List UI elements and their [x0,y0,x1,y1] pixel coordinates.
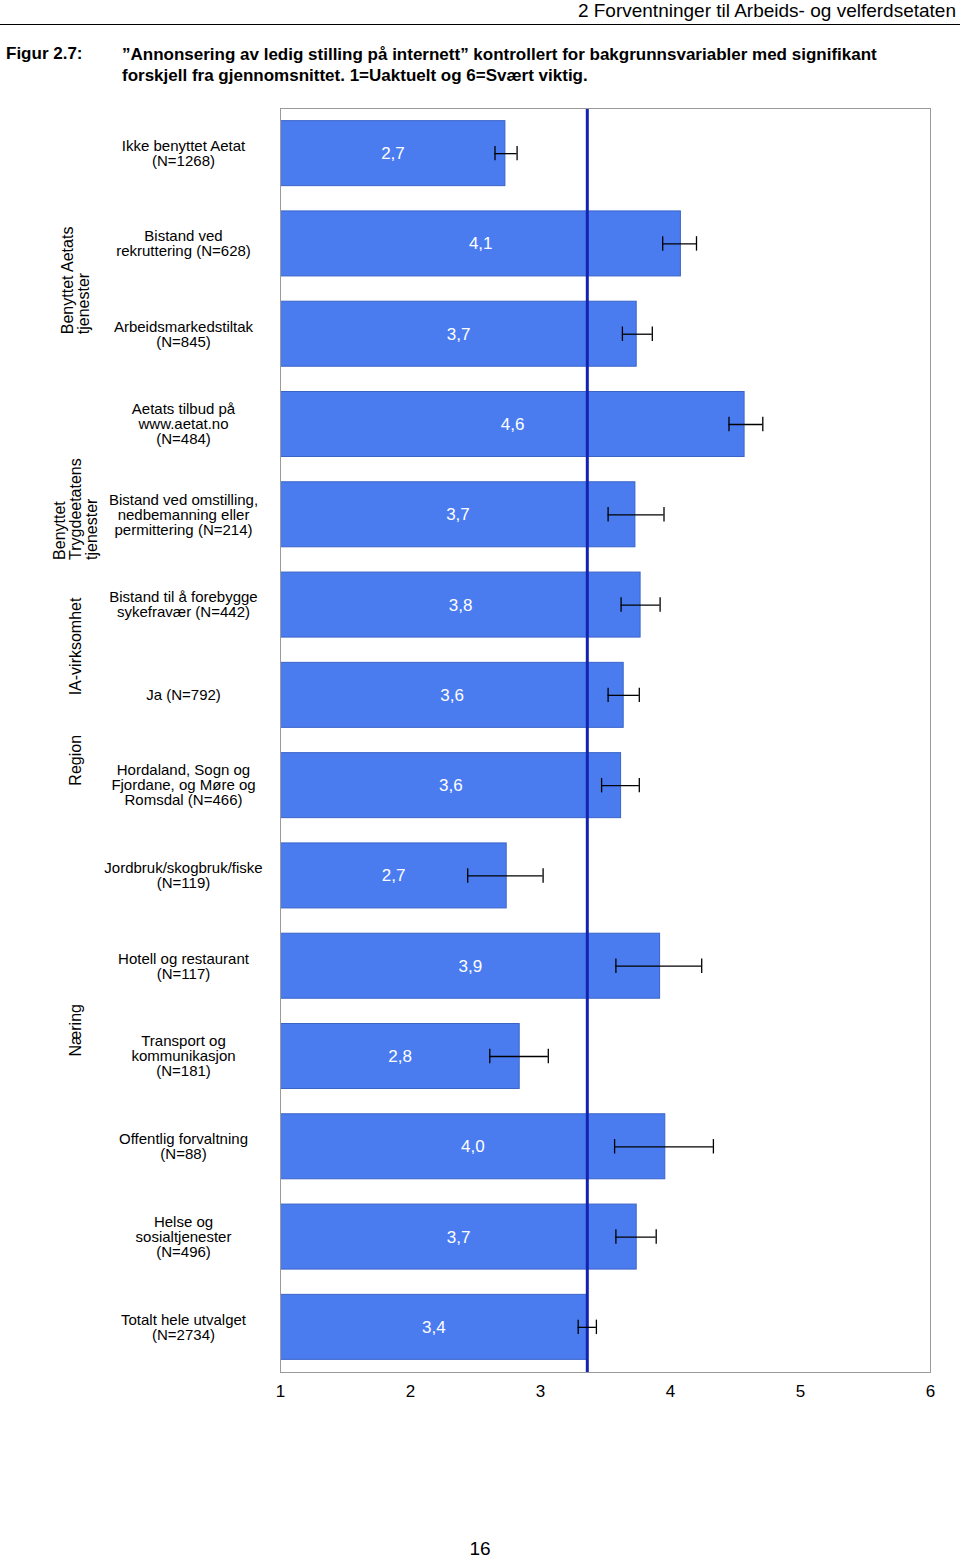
svg-text:BenyttetTrygdeetatenstjenester: BenyttetTrygdeetatenstjenester [51,458,100,560]
svg-text:Bistand til å forebyggesykefra: Bistand til å forebyggesykefravær (N=442… [109,588,257,620]
svg-text:3,7: 3,7 [447,1228,471,1247]
svg-text:3,6: 3,6 [440,686,464,705]
svg-text:4,0: 4,0 [461,1137,485,1156]
svg-text:Hotell og restaurant(N=117): Hotell og restaurant(N=117) [118,950,250,982]
html-text:2 Forventninger til Arbeids- o: 2 Forventninger til Arbeids- og velferds… [577,0,956,21]
svg-text:3,7: 3,7 [446,505,470,524]
svg-text:Hordaland, Sogn ogFjordane, og: Hordaland, Sogn ogFjordane, og Møre ogRo… [111,761,255,808]
svg-text:Totalt hele utvalget(N=2734): Totalt hele utvalget(N=2734) [121,1311,247,1343]
svg-text:Jordbruk/skogbruk/fiske(N=119): Jordbruk/skogbruk/fiske(N=119) [104,859,262,891]
svg-text:Region: Region [67,735,84,786]
svg-text:3,8: 3,8 [449,596,473,615]
html-text:Figur 2.7:: Figur 2.7: [6,44,83,63]
svg-text:1: 1 [276,1382,285,1401]
svg-text:2,7: 2,7 [382,866,406,885]
svg-text:5: 5 [796,1382,805,1401]
svg-text:Næring: Næring [67,1004,84,1056]
svg-text:3,9: 3,9 [458,957,482,976]
svg-text:Ikke benyttet Aetat(N=1268): Ikke benyttet Aetat(N=1268) [122,137,246,169]
html-text:”Annonsering av ledig stilling: ”Annonsering av ledig stilling på intern… [122,45,877,85]
svg-text:3,6: 3,6 [439,776,463,795]
svg-text:3,4: 3,4 [422,1318,446,1337]
svg-text:6: 6 [926,1382,935,1401]
svg-text:2,7: 2,7 [381,144,405,163]
svg-text:Arbeidsmarkedstiltak(N=845): Arbeidsmarkedstiltak(N=845) [114,318,254,350]
svg-text:3,7: 3,7 [447,325,471,344]
svg-text:4,1: 4,1 [469,234,493,253]
svg-text:3: 3 [536,1382,545,1401]
html-text:16: 16 [469,1538,491,1559]
svg-text:4,6: 4,6 [501,415,525,434]
svg-text:Offentlig forvaltning(N=88): Offentlig forvaltning(N=88) [119,1130,248,1162]
svg-text:Benyttet Aetatstjenester: Benyttet Aetatstjenester [59,227,92,335]
svg-text:2,8: 2,8 [388,1047,412,1066]
svg-text:Bistand vedrekruttering (N=628: Bistand vedrekruttering (N=628) [116,227,251,259]
svg-text:2: 2 [406,1382,415,1401]
svg-text:Transport ogkommunikasjon(N=18: Transport ogkommunikasjon(N=181) [131,1032,235,1079]
svg-text:IA-virksomhet: IA-virksomhet [67,597,84,695]
svg-text:Bistand ved omstilling,nedbema: Bistand ved omstilling,nedbemanning elle… [109,491,258,538]
svg-text:Helse ogsosialtjenester(N=496): Helse ogsosialtjenester(N=496) [136,1213,232,1260]
svg-text:Ja (N=792): Ja (N=792) [146,686,221,703]
svg-text:4: 4 [666,1382,675,1401]
svg-text:Aetats tilbud påwww.aetat.no(N: Aetats tilbud påwww.aetat.no(N=484) [132,400,236,447]
